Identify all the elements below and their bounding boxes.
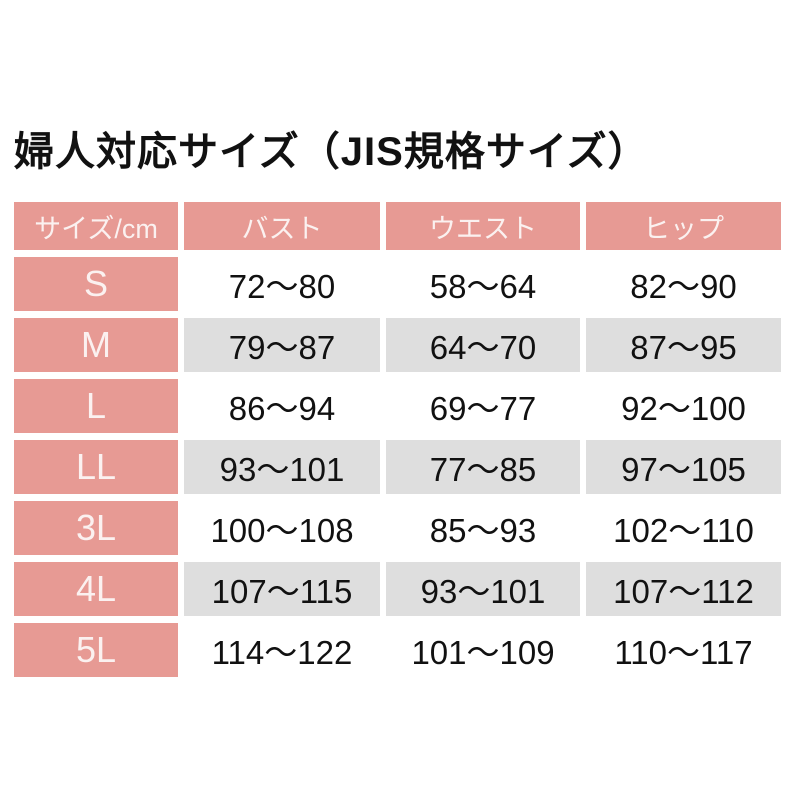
page-title: 婦人対応サイズ（JIS規格サイズ）	[14, 130, 649, 174]
value-cell: 114～122	[184, 623, 380, 677]
value-cell: 93～101	[386, 562, 580, 616]
header-cell-0: サイズ/cm	[14, 202, 178, 250]
value-cell: 79～87	[184, 318, 380, 372]
value-cell: 85～93	[386, 501, 580, 555]
size-table: サイズ/cm バスト ウエスト ヒップ S 72～80 58～64 82～90 M 79～87 64…	[14, 202, 781, 677]
value-cell: 58～64	[386, 257, 580, 311]
size-cell-L: L	[14, 379, 178, 433]
value-cell: 101～109	[386, 623, 580, 677]
header-cell-3: ヒップ	[586, 202, 781, 250]
value-cell: 97～105	[586, 440, 781, 494]
value-cell: 64～70	[386, 318, 580, 372]
value-cell: 100～108	[184, 501, 380, 555]
value-cell: 77～85	[386, 440, 580, 494]
size-cell-4L: 4L	[14, 562, 178, 616]
header-cell-1: バスト	[184, 202, 380, 250]
value-cell: 72～80	[184, 257, 380, 311]
value-cell: 93～101	[184, 440, 380, 494]
size-cell-5L: 5L	[14, 623, 178, 677]
value-cell: 107～112	[586, 562, 781, 616]
size-cell-M: M	[14, 318, 178, 372]
size-cell-S: S	[14, 257, 178, 311]
value-cell: 110～117	[586, 623, 781, 677]
value-cell: 82～90	[586, 257, 781, 311]
size-cell-3L: 3L	[14, 501, 178, 555]
value-cell: 92～100	[586, 379, 781, 433]
value-cell: 86～94	[184, 379, 380, 433]
value-cell: 69～77	[386, 379, 580, 433]
value-cell: 107～115	[184, 562, 380, 616]
header-cell-2: ウエスト	[386, 202, 580, 250]
value-cell: 87～95	[586, 318, 781, 372]
value-cell: 102～110	[586, 501, 781, 555]
size-cell-LL: LL	[14, 440, 178, 494]
